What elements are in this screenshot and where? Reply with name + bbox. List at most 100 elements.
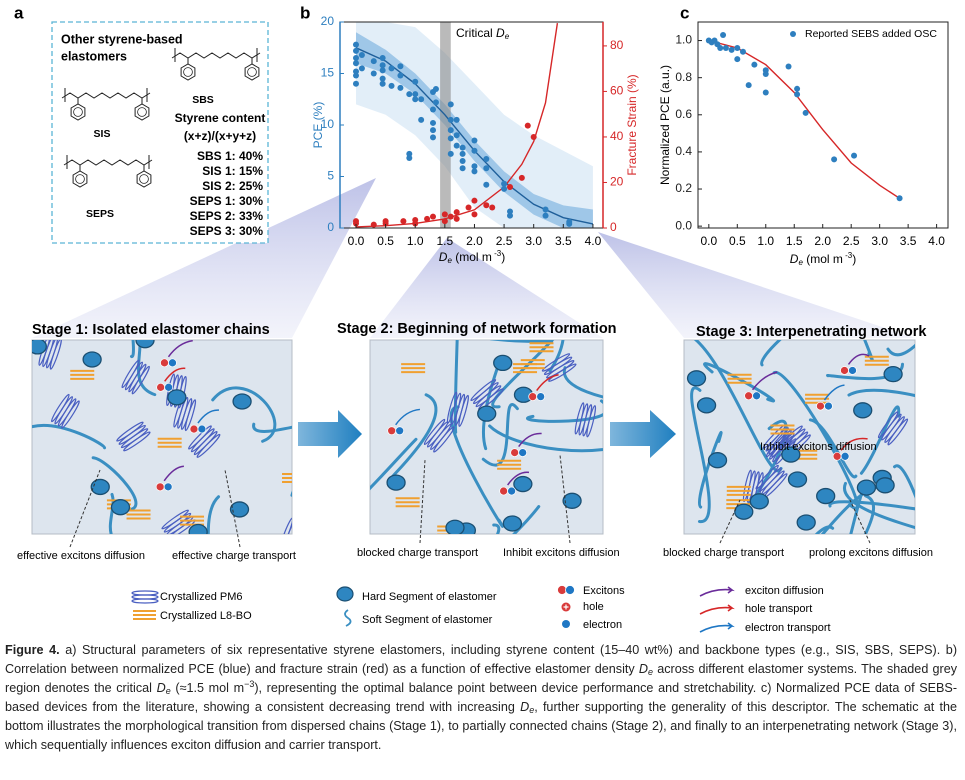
data-point (406, 154, 413, 161)
data-point (734, 44, 741, 51)
structure-label: SEPS (86, 208, 114, 220)
hard-segment (502, 515, 523, 532)
transport-arrow (847, 353, 870, 365)
x-tick-label: 0.5 (377, 234, 394, 248)
caption-sub: e (648, 667, 654, 677)
soft-segment (772, 371, 859, 510)
y2-axis-label: Fracture Strain (%) (625, 74, 639, 175)
hard-segment (686, 370, 707, 387)
bracket (64, 88, 148, 102)
data-point (352, 47, 359, 54)
label-pointer (849, 499, 871, 544)
l8bo-crystal (726, 485, 751, 496)
exciton-hole (499, 486, 508, 496)
soft-segment (847, 388, 915, 398)
soft-segment (370, 437, 418, 491)
content-item: SEPS 2: 33% (190, 209, 264, 223)
pm6-crystal (50, 393, 80, 429)
data-point (471, 147, 478, 154)
hard-segment (513, 475, 533, 493)
exciton-arrow-icon (699, 586, 735, 597)
data-point (459, 158, 466, 165)
hard-segment (707, 452, 728, 469)
x-axis-label-part: D (439, 250, 448, 264)
benzene-inner (137, 107, 147, 117)
soft-segment (481, 403, 519, 467)
exciton-hole (156, 382, 166, 392)
caption-sub: e (529, 705, 535, 715)
data-point (489, 204, 496, 211)
caption-var: D (638, 662, 648, 676)
fit-line (355, 22, 559, 228)
content-item: SIS 2: 25% (202, 179, 263, 193)
soft-segment (206, 495, 221, 534)
legend-text: Crystallized L8-BO (160, 610, 252, 622)
data-point (471, 197, 478, 204)
data-point (429, 106, 436, 113)
content-item: SBS 1: 40% (197, 149, 263, 163)
exciton-electron (168, 358, 177, 368)
data-point (501, 185, 508, 192)
pm6-icon (131, 590, 159, 604)
structure-label: SBS (192, 94, 214, 106)
transport-arrow (751, 371, 778, 391)
x-axis-label-part: (mol m (452, 250, 492, 264)
transport-arrow (518, 432, 542, 448)
data-point (379, 67, 386, 74)
hard-segment (787, 471, 808, 488)
hard-segment-icon (336, 586, 354, 602)
benzene-inner (183, 67, 193, 77)
caption-var: D (520, 700, 530, 714)
pm6-crystal (541, 353, 577, 382)
pm6-crystal (574, 402, 597, 438)
bracket (174, 48, 258, 62)
x-axis-label-part: ) (852, 252, 856, 266)
data-point (379, 62, 386, 69)
hard-segment (734, 503, 754, 520)
pm6-chain (433, 426, 455, 453)
hard-segment (696, 397, 717, 414)
exciton-hole (510, 448, 520, 457)
data-point (447, 213, 454, 220)
stage-label: Inhibit excitons diffusion (503, 547, 620, 559)
data-point (524, 122, 531, 129)
transport-arrow (840, 437, 868, 451)
soft-segment (843, 481, 915, 530)
legend-marker (790, 31, 796, 37)
transport-arrow (507, 471, 530, 486)
data-point (762, 89, 769, 96)
exciton-hole (840, 366, 849, 375)
hard-segment (781, 446, 801, 463)
legend-text: hole transport (745, 603, 812, 615)
panel-letter: b (300, 3, 310, 22)
x-tick-label: 4.0 (928, 234, 945, 248)
stage-content (370, 340, 603, 534)
soft-segment (526, 399, 603, 423)
soft-segment (489, 340, 554, 343)
l8bo-crystal (401, 363, 426, 374)
chart: 0.0 0.5 1.0 1.5 2.0 2.5 3.0 3.5 4.0 0 5 10 15 20 0 20 40… (321, 14, 624, 248)
data-point (471, 211, 478, 218)
x-tick-label: 2.5 (843, 234, 860, 248)
soft-segment (91, 456, 138, 512)
data-point (518, 174, 525, 181)
exciton-electron (395, 426, 405, 436)
stage-content (32, 340, 292, 534)
hard-segment (562, 492, 582, 509)
data-point (441, 218, 448, 225)
data-point (441, 211, 448, 218)
pm6-chain (887, 418, 909, 446)
hard-segment (32, 340, 47, 355)
structure-label: SIS (94, 128, 111, 140)
pm6-crystal (279, 517, 292, 534)
data-point (370, 70, 377, 77)
data-point (751, 61, 758, 68)
x-axis-label-part: D (790, 252, 799, 266)
data-point (370, 58, 377, 65)
soft-segment (391, 393, 438, 478)
data-point (507, 208, 514, 215)
data-point (397, 84, 404, 91)
x-tick-label: 2.0 (466, 234, 483, 248)
data-point (507, 212, 514, 219)
pm6-chain (196, 433, 221, 458)
